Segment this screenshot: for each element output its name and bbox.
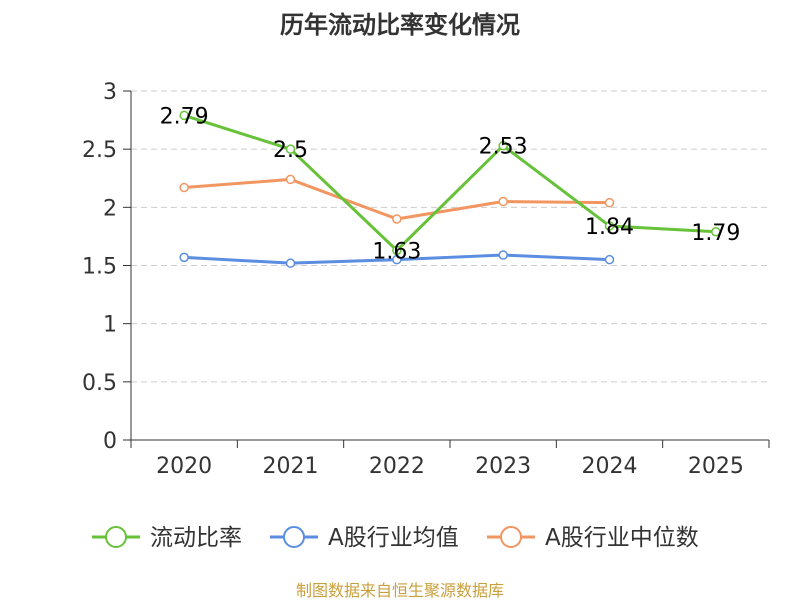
data-labels: 2.79 2.5 1.63 2.53 1.84 1.79 [160,104,741,264]
data-point[interactable] [285,174,296,185]
legend-label-0[interactable]: 流动比率 [150,525,242,551]
data-point[interactable] [392,214,402,224]
data-point[interactable] [392,254,402,265]
data-label: 2.79 [160,104,209,129]
series-line-0 [183,114,716,252]
data-point[interactable] [604,254,615,265]
legend-marker-2[interactable] [500,526,522,548]
y-tick-label: 0 [103,429,117,454]
data-label: 2.53 [479,135,528,160]
x-tick-label: 2022 [369,454,425,479]
x-tick-label: 2025 [688,454,744,479]
grid [131,90,769,383]
data-label: 2.5 [273,138,308,163]
legend[interactable]: 流动比率 A股行业均值 A股行业中位数 [92,525,699,551]
data-point[interactable] [179,110,189,121]
data-point[interactable] [498,196,508,207]
x-tick-label: 2020 [156,454,212,479]
series-lines [183,114,716,265]
data-point[interactable] [711,227,721,237]
data-label: 1.84 [585,215,634,240]
series-line-2 [184,177,610,221]
y-tick-label: 2.5 [82,138,117,163]
chart-title: 历年流动比率变化情况 [280,11,520,39]
legend-marker-0[interactable] [105,526,127,548]
data-point[interactable] [604,197,615,208]
data-point[interactable] [179,182,189,193]
data-label: 1.63 [372,239,421,264]
data-point[interactable] [498,250,508,260]
y-tick-label: 3 [103,80,117,105]
data-point[interactable] [285,258,296,268]
legend-label-2[interactable]: A股行业中位数 [545,525,699,551]
data-point[interactable] [498,140,508,151]
data-point[interactable] [604,221,615,231]
points [179,110,721,268]
source-note: 制图数据来自恒生聚源数据库 [296,581,504,600]
legend-label-1[interactable]: A股行业均值 [328,525,459,551]
data-point[interactable] [179,252,189,263]
y-tick-label: 1.5 [82,255,117,280]
y-tick-label: 1 [103,313,117,338]
legend-marker-1[interactable] [283,526,305,548]
x-tick-label: 2024 [582,454,638,479]
data-label: 1.79 [691,221,740,246]
data-point[interactable] [392,245,402,256]
y-tick-label: 2 [103,196,117,221]
x-tick-label: 2021 [263,454,319,479]
x-tick-label: 2023 [475,454,531,479]
data-point[interactable] [285,144,296,154]
y-tick-label: 0.5 [82,371,117,396]
